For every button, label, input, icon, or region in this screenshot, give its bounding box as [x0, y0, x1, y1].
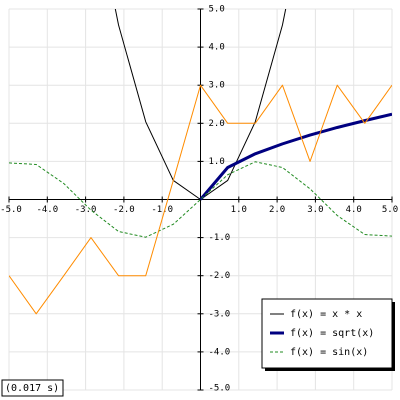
status-box	[1, 379, 64, 397]
x-tick-label: -5.0	[0, 205, 22, 215]
y-tick-label: 5.0	[209, 5, 225, 15]
y-tick-label: 3.0	[209, 81, 225, 91]
y-tick-label: -1.0	[209, 233, 231, 243]
y-tick-label: -3.0	[209, 309, 231, 319]
x-tick-label: 4.0	[346, 205, 362, 215]
x-tick-label: 1.0	[231, 205, 247, 215]
series-line	[9, 84, 392, 315]
legend-label: f(x) = sqrt(x)	[290, 328, 374, 339]
legend-label: f(x) = x * x	[290, 309, 362, 320]
x-tick-label: -1.0	[151, 205, 173, 215]
x-tick-label: -2.0	[113, 205, 135, 215]
x-tick-label: -3.0	[75, 205, 97, 215]
status-text: (0.017 s)	[5, 383, 59, 394]
y-tick-label: -4.0	[209, 347, 231, 357]
x-tick-label: 3.0	[307, 205, 323, 215]
x-tick-label: -4.0	[36, 205, 58, 215]
series-line	[199, 112, 392, 201]
x-tick-label: 2.0	[269, 205, 285, 215]
y-tick-label: 4.0	[209, 43, 225, 53]
y-tick-label: 1.0	[209, 157, 225, 167]
y-tick-label: -2.0	[209, 271, 231, 281]
legend-label: f(x) = sin(x)	[290, 347, 368, 358]
x-tick-label: 5.0	[382, 205, 398, 215]
y-tick-label: 2.0	[209, 119, 225, 129]
y-tick-label: -5.0	[209, 384, 231, 394]
